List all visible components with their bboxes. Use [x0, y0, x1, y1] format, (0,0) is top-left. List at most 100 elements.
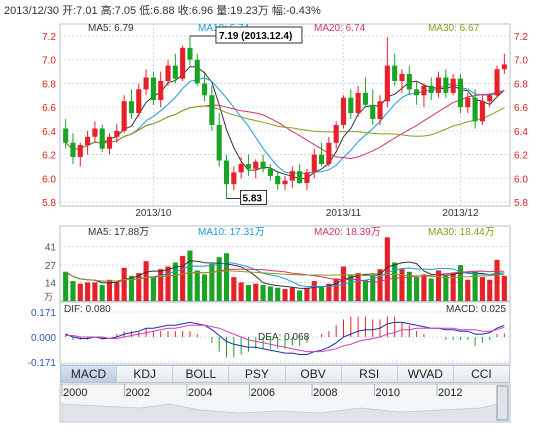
candle-body: [457, 78, 464, 108]
price-tick-right: 6.2: [514, 151, 528, 162]
volume-bar: [289, 287, 295, 301]
volume-bar: [435, 270, 442, 301]
candle-body: [494, 69, 500, 96]
candle-body: [443, 77, 449, 93]
volume-bar: [275, 287, 281, 301]
price-tick-left: 6.2: [42, 151, 56, 162]
tab-boll[interactable]: BOLL: [173, 366, 230, 382]
price-ma-label: MA5: 6.79: [88, 23, 134, 34]
volume-ma30-line: [65, 270, 505, 282]
volume-bar: [479, 277, 485, 301]
candle-body: [187, 47, 193, 60]
tab-obv[interactable]: OBV: [286, 366, 342, 382]
volume-bar: [180, 255, 186, 301]
volume-bar: [136, 273, 142, 301]
price-tick-left: 7.0: [42, 56, 56, 67]
volume-bar: [406, 271, 412, 301]
timeline-year: 2008: [313, 387, 337, 399]
tab-macd[interactable]: MACD: [61, 366, 118, 382]
candle-body: [121, 101, 127, 131]
volume-bar: [472, 271, 478, 301]
volume-bar: [443, 275, 449, 301]
candle-body: [245, 164, 252, 169]
candle-body: [267, 168, 273, 176]
tab-rsi[interactable]: RSI: [342, 366, 398, 382]
volume-bar: [158, 269, 164, 301]
tab-kdj[interactable]: KDJ: [117, 366, 174, 382]
volume-bar: [304, 287, 310, 301]
volume-bar: [450, 273, 456, 301]
candle-body: [260, 161, 266, 169]
price-x-label: 2013/10: [135, 208, 172, 219]
candle-body: [472, 97, 478, 122]
volume-bar: [92, 282, 98, 301]
candle-body: [194, 59, 200, 84]
volume-bar: [501, 275, 507, 301]
price-ma-label: MA30: 6.67: [428, 23, 480, 34]
candle-body: [114, 130, 120, 137]
macd-tick: 0.000: [31, 333, 56, 344]
volume-bar: [370, 275, 376, 301]
volume-bar: [106, 279, 113, 301]
quote-header: 2013/12/30 开:7.01 高:7.05 低:6.88 收:6.96 量…: [4, 5, 321, 17]
volume-bar: [311, 281, 317, 301]
candle-body: [63, 128, 69, 143]
volume-bar: [245, 285, 252, 301]
volume-panel: [59, 225, 511, 302]
candle-body: [326, 142, 332, 165]
tab-psy[interactable]: PSY: [229, 366, 286, 382]
candle-body: [311, 154, 317, 173]
indicator-tabs: MACD KDJ BOLL PSY OBV RSI WVAD CCI: [60, 365, 510, 383]
timeline-year: 2012: [438, 387, 462, 399]
candle-body: [77, 145, 83, 157]
price-tick-left: 6.4: [42, 127, 56, 138]
candle-body: [180, 47, 186, 79]
volume-bar: [128, 275, 135, 301]
candle-body: [428, 85, 434, 93]
volume-bar: [238, 282, 244, 301]
volume-bar: [231, 277, 237, 301]
candle-body: [92, 128, 98, 137]
tab-cci[interactable]: CCI: [471, 367, 492, 381]
candle-body: [399, 73, 405, 82]
candle-body: [450, 78, 456, 93]
volume-bar: [282, 289, 288, 301]
volume-bar: [297, 290, 303, 301]
price-tick-right: 6.6: [514, 103, 528, 114]
price-panel: [59, 23, 511, 207]
candle-body: [70, 142, 76, 157]
volume-ma-label: MA30: 18.44万: [428, 227, 495, 238]
volume-bar: [99, 285, 105, 301]
volume-bar: [121, 267, 127, 301]
volume-bar: [63, 271, 69, 301]
price-tick-right: 6.8: [514, 79, 528, 90]
volume-bar: [172, 262, 178, 301]
candle-body: [370, 104, 376, 119]
tab-wvad[interactable]: WVAD: [398, 366, 454, 382]
volume-bar: [165, 266, 171, 301]
high-box: [215, 26, 303, 44]
candle-body: [435, 77, 442, 93]
candle-body: [275, 175, 281, 185]
volume-bar: [487, 279, 493, 301]
price-tick-left: 6.8: [42, 79, 56, 90]
candle-body: [253, 161, 259, 169]
volume-bar: [143, 261, 149, 301]
volume-bar: [77, 283, 83, 301]
volume-tick: 41: [45, 243, 57, 254]
volume-ma10-line: [65, 261, 505, 288]
volume-bar: [428, 278, 434, 301]
macd-dea-label: DEA: 0.068: [258, 332, 310, 343]
volume-bar: [355, 273, 361, 301]
price-tick-left: 6.6: [42, 103, 56, 114]
volume-bar: [348, 274, 354, 301]
timeline-range-handle[interactable]: [496, 385, 509, 421]
candle-body: [150, 77, 156, 101]
candle-body: [136, 89, 142, 114]
volume-bar: [202, 274, 208, 301]
volume-ma-label: MA10: 17.31万: [198, 227, 265, 238]
volume-bar: [377, 269, 383, 301]
volume-bar: [326, 283, 332, 301]
price-tick-left: 7.2: [42, 32, 56, 43]
